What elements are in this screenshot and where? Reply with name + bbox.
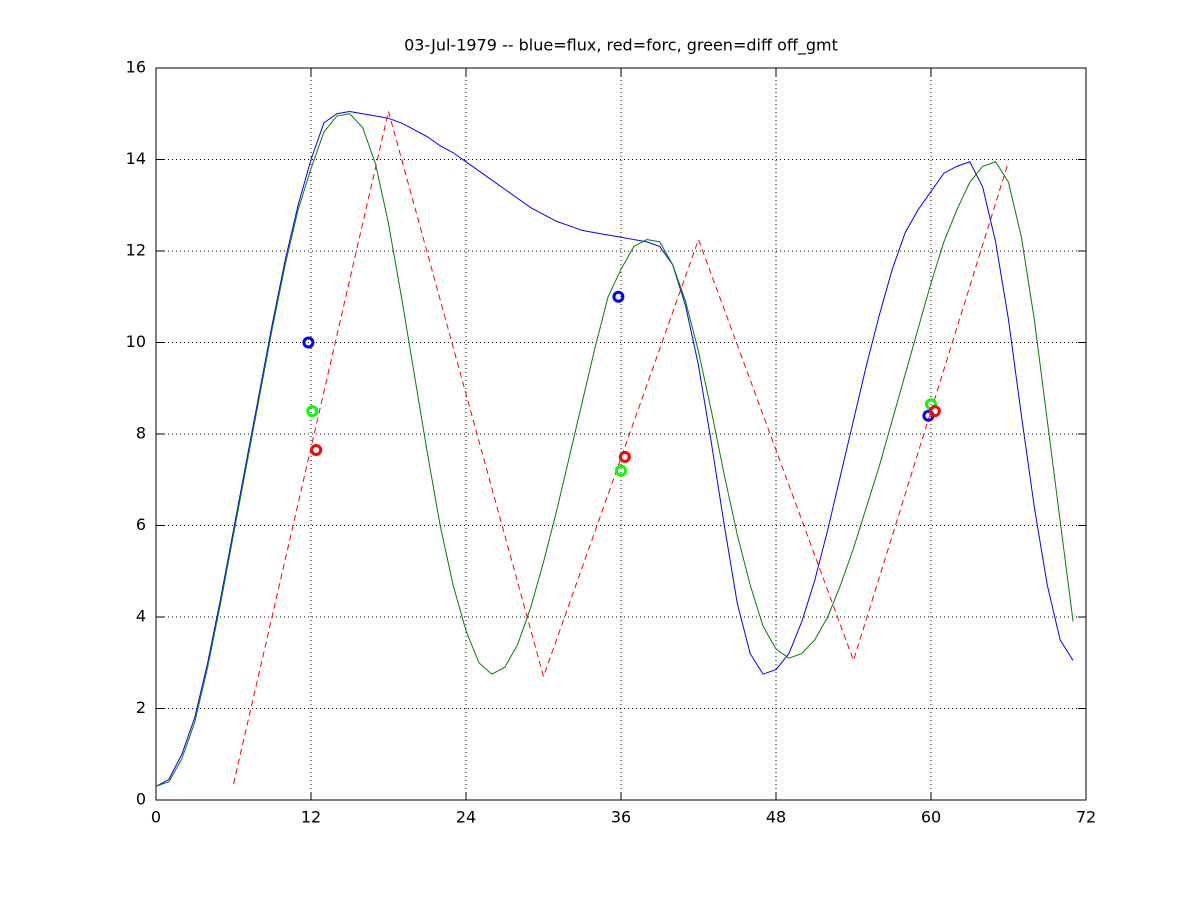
- x-tick-label: 48: [766, 808, 786, 827]
- chart-title: 03-Jul-1979 -- blue=flux, red=forc, gree…: [404, 36, 838, 56]
- y-tick-label: 4: [136, 607, 146, 626]
- data-line: [155, 110, 1074, 787]
- y-tick-label: 8: [136, 424, 146, 443]
- data-marker: [615, 464, 627, 477]
- x-tick-label: 72: [1076, 808, 1096, 827]
- y-tick-label: 10: [126, 332, 146, 351]
- plot-frame: [155, 67, 1087, 801]
- data-marker: [306, 405, 319, 418]
- data-marker: [928, 405, 941, 418]
- data-marker: [310, 444, 323, 457]
- x-tick-label: 36: [611, 808, 631, 827]
- x-tick-label: 0: [151, 808, 161, 827]
- data-marker: [302, 336, 315, 349]
- data-marker: [612, 290, 625, 303]
- y-tick-label: 0: [136, 790, 146, 809]
- y-tick-label: 12: [126, 241, 146, 260]
- y-tick-label: 14: [126, 149, 146, 168]
- x-tick-label: 60: [921, 808, 941, 827]
- data-line: [155, 113, 1074, 787]
- y-tick-label: 2: [136, 698, 146, 717]
- x-tick-label: 24: [456, 808, 476, 827]
- y-tick-label: 16: [126, 58, 146, 77]
- y-tick-label: 6: [136, 515, 146, 534]
- x-tick-label: 12: [301, 808, 321, 827]
- data-marker: [618, 450, 631, 463]
- data-line: [233, 111, 1009, 785]
